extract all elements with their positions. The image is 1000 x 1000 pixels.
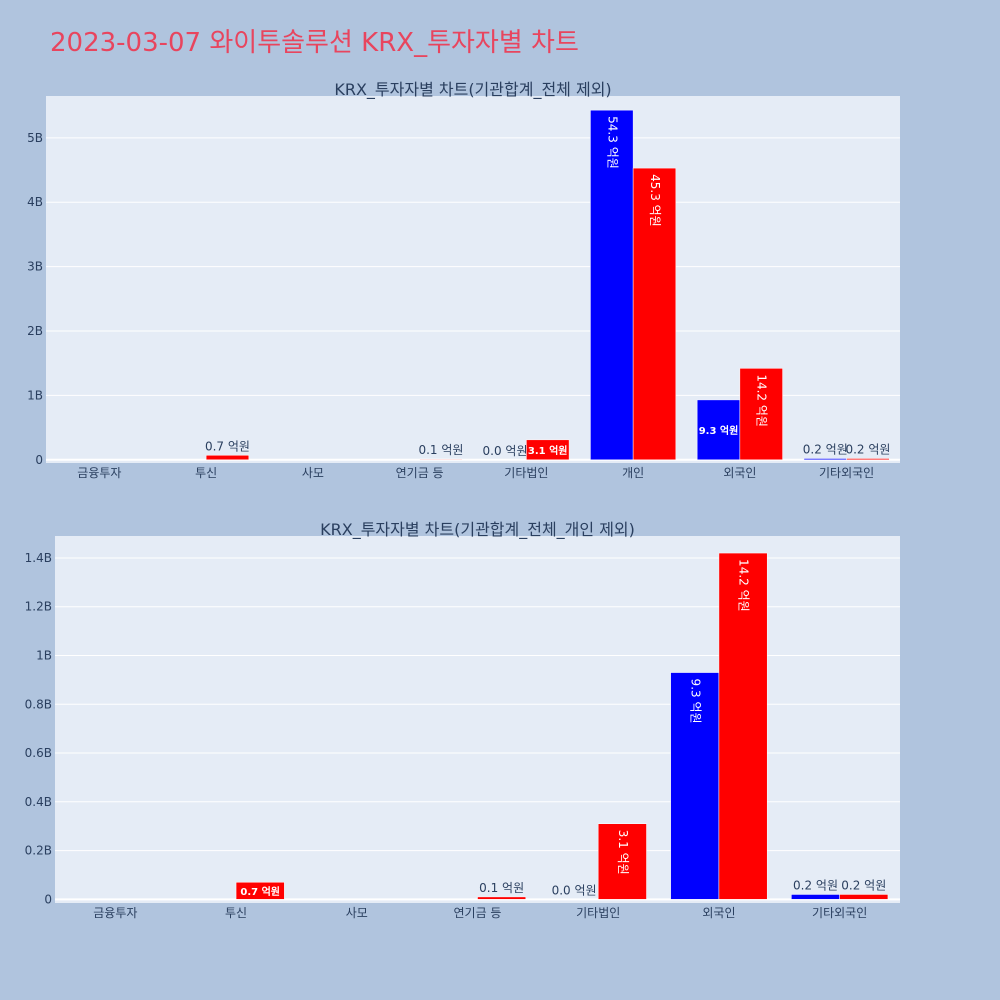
- y-tick-label: 0: [44, 892, 52, 906]
- bar-label: 3.1 억원: [616, 830, 630, 875]
- x-tick-label: 기타외국인: [812, 906, 867, 920]
- bar: [590, 109, 634, 461]
- bar: [205, 455, 250, 461]
- bar-label: 0.1 억원: [418, 443, 463, 457]
- bar: [791, 894, 840, 900]
- bar-label: 0.0 억원: [552, 883, 597, 897]
- x-tick-label: 투신: [195, 466, 217, 480]
- bar: [696, 399, 741, 461]
- page-title: 2023-03-07 와이투솔루션 KRX_투자자별 차트: [50, 28, 579, 58]
- chart-title: KRX_투자자별 차트(기관합계_전체 제외): [334, 80, 611, 100]
- bar-label: 0.2 억원: [803, 442, 848, 456]
- bar: [597, 823, 647, 900]
- bar-label: 9.3 억원: [688, 679, 702, 724]
- bar-label: 0.7 억원: [205, 439, 250, 453]
- x-tick-label: 외국인: [702, 906, 735, 920]
- bar-label: 0.0 억원: [483, 444, 528, 458]
- bar: [718, 552, 768, 900]
- y-tick-label: 1B: [27, 388, 43, 402]
- bar-label: 0.7 억원: [240, 885, 280, 898]
- x-tick-label: 외국인: [723, 466, 756, 480]
- y-tick-label: 2B: [27, 324, 43, 338]
- x-tick-label: 사모: [346, 906, 368, 920]
- bar: [803, 458, 847, 461]
- bar-label: 14.2 억원: [755, 374, 769, 427]
- plot-area: [55, 536, 900, 903]
- bar-label: 3.1 억원: [528, 444, 568, 457]
- y-tick-label: 4B: [27, 195, 43, 209]
- x-tick-label: 연기금 등: [454, 906, 502, 920]
- bar: [839, 894, 889, 900]
- x-tick-label: 개인: [622, 466, 644, 480]
- bar: [477, 896, 527, 900]
- bar-label: 54.3 억원: [605, 116, 619, 169]
- bar: [670, 672, 720, 900]
- x-tick-label: 기타법인: [504, 466, 548, 480]
- bar-label: 0.1 억원: [479, 881, 524, 895]
- bar-label: 9.3 억원: [699, 424, 739, 437]
- y-tick-label: 0.6B: [25, 746, 52, 760]
- bar: [846, 458, 890, 461]
- y-tick-label: 1B: [36, 648, 52, 662]
- bar: [632, 167, 677, 461]
- chart-bottom: KRX_투자자별 차트(기관합계_전체_개인 제외) 0 0.2B 0.4B 0.6B 0…: [25, 520, 900, 920]
- x-tick-label: 투신: [225, 906, 247, 920]
- x-tick-label: 기타법인: [576, 906, 620, 920]
- bar: [235, 882, 285, 900]
- bar-label: 0.2 억원: [845, 442, 890, 456]
- x-tick-label: 기타외국인: [819, 466, 874, 480]
- y-tick-label: 0.8B: [25, 697, 52, 711]
- y-tick-label: 0.4B: [25, 795, 52, 809]
- bar-label: 45.3 억원: [648, 174, 662, 227]
- y-tick-label: 0: [35, 453, 43, 467]
- x-tick-label: 연기금 등: [396, 466, 444, 480]
- y-tick-label: 3B: [27, 260, 43, 274]
- x-tick-label: 금융투자: [93, 906, 137, 920]
- y-tick-label: 5B: [27, 131, 43, 145]
- y-tick-label: 1.4B: [25, 551, 52, 565]
- bar: [526, 439, 570, 461]
- bar: [419, 458, 463, 461]
- x-tick-label: 사모: [302, 466, 324, 480]
- y-tick-label: 1.2B: [25, 600, 52, 614]
- bar-label: 14.2 억원: [737, 559, 751, 612]
- chart-top: KRX_투자자별 차트(기관합계_전체 제외) 0 1B 2B 3B 4B 5B 금융투자 투신…: [27, 80, 900, 480]
- chart-title: KRX_투자자별 차트(기관합계_전체_개인 제외): [320, 520, 635, 540]
- x-tick-label: 금융투자: [77, 466, 121, 480]
- bar-label: 0.2 억원: [793, 878, 838, 892]
- bar: [739, 368, 783, 461]
- bar-label: 0.2 억원: [841, 878, 886, 892]
- y-tick-label: 0.2B: [25, 844, 52, 858]
